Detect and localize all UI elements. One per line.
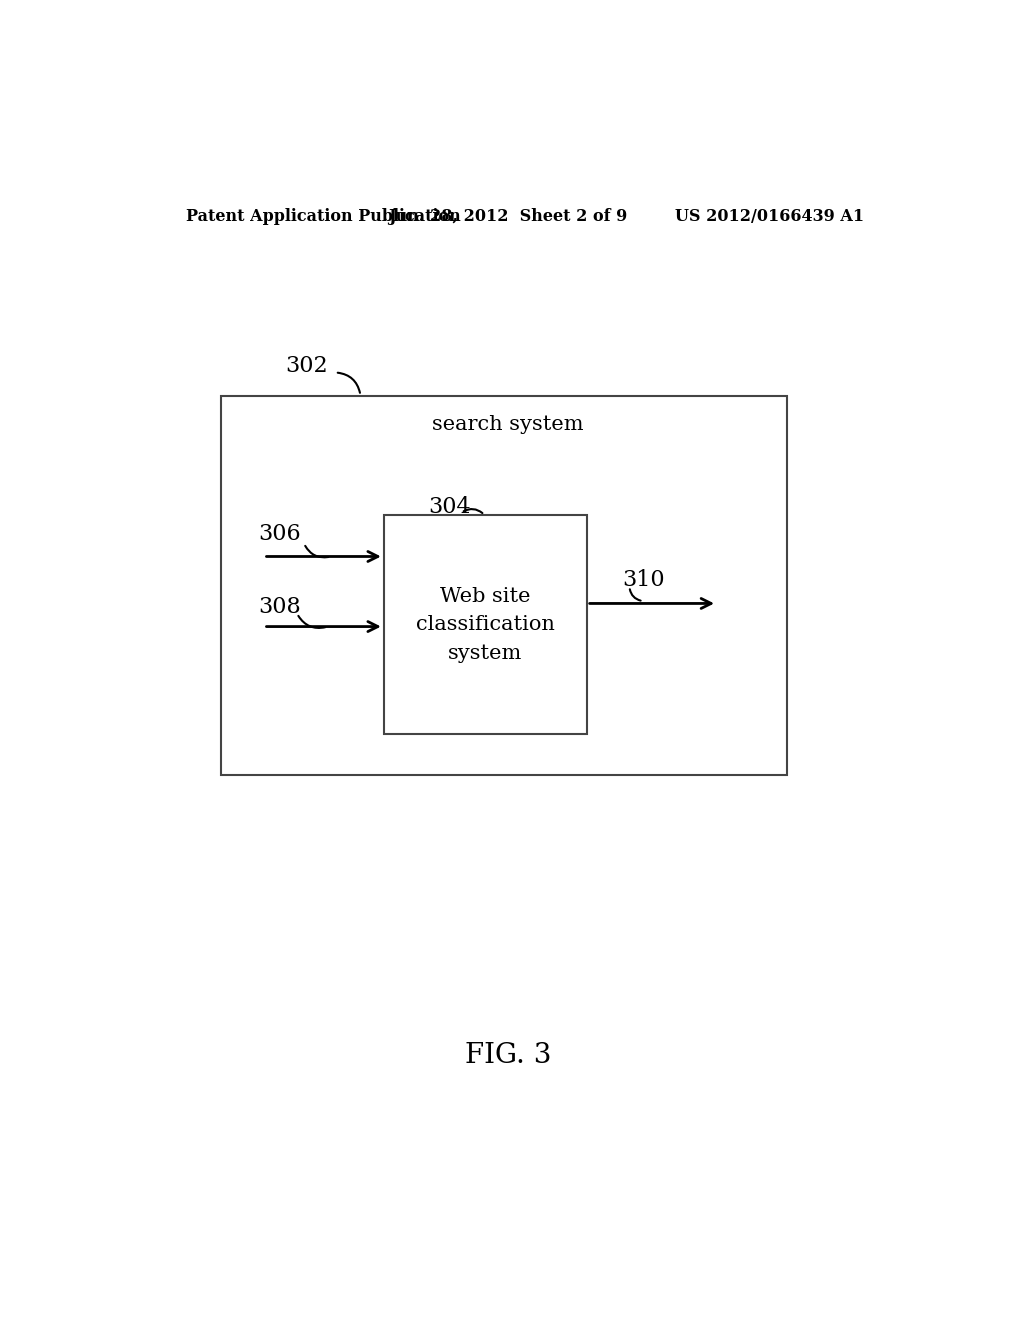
Text: system: system (449, 644, 522, 663)
Text: 306: 306 (258, 523, 300, 545)
Text: 302: 302 (285, 355, 328, 378)
Text: Jun. 28, 2012  Sheet 2 of 9: Jun. 28, 2012 Sheet 2 of 9 (388, 207, 628, 224)
Text: FIG. 3: FIG. 3 (465, 1041, 551, 1069)
Text: 308: 308 (258, 595, 300, 618)
Text: search system: search system (432, 414, 584, 433)
Text: US 2012/0166439 A1: US 2012/0166439 A1 (675, 207, 864, 224)
Bar (384, 515, 587, 734)
Text: Web site: Web site (440, 586, 530, 606)
Text: Patent Application Publication: Patent Application Publication (186, 207, 461, 224)
Bar (221, 396, 786, 775)
Text: 304: 304 (428, 496, 471, 519)
Text: 310: 310 (623, 569, 665, 591)
Text: classification: classification (416, 615, 555, 634)
